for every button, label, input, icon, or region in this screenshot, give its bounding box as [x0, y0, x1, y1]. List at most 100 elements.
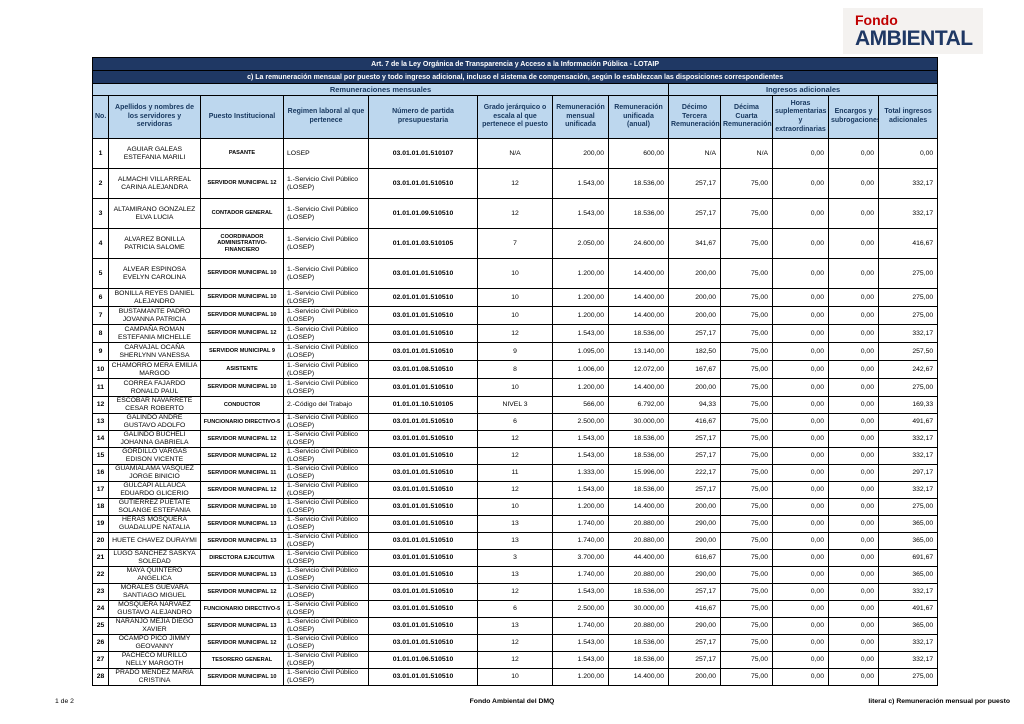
table-cell: 75,00 [720, 288, 773, 307]
table-cell: ALVAREZ BONILLA PATRICIA SALOME [108, 228, 201, 259]
table-cell: 0,00 [772, 447, 829, 465]
column-header-3: Regimen laboral al que pertenece [283, 95, 369, 139]
table-cell: CAMPAÑA ROMAN ESTEFANIA MICHELLE [108, 324, 201, 343]
table-cell: 2.050,00 [552, 228, 609, 259]
table-cell: 365,00 [877, 515, 939, 533]
column-header-2: Puesto Institucional [200, 95, 284, 139]
column-header-8: Décimo Tercera Remuneración [668, 95, 721, 139]
table-cell: 1.-Servicio Civil Público (LOSEP) [283, 306, 369, 325]
table-cell: 332,17 [877, 447, 939, 465]
table-cell: 20 [92, 532, 109, 550]
table-cell: MORALES GUEVARA SANTIAGO MIGUEL [108, 583, 201, 601]
table-cell: 18.536,00 [608, 324, 669, 343]
table-cell: SERVIDOR MUNICIPAL 12 [200, 168, 284, 199]
table-cell: 20.880,00 [608, 566, 669, 584]
table-cell: 18.536,00 [608, 651, 669, 669]
table-cell: 10 [477, 288, 553, 307]
table-cell: 1.-Servicio Civil Público (LOSEP) [283, 168, 369, 199]
table-cell: 6 [92, 288, 109, 307]
table-cell: 14.400,00 [608, 498, 669, 516]
table-cell: 1.740,00 [552, 532, 609, 550]
table-cell: 12 [477, 481, 553, 499]
column-header-5: Grado jerárquico o escala al que pertene… [477, 95, 553, 139]
table-cell: CARVAJAL OCAÑA SHERLYNN VANESSA [108, 342, 201, 361]
table-cell: LUGO SANCHEZ SASKYA SOLEDAD [108, 549, 201, 567]
table-cell: 27 [92, 651, 109, 669]
table-cell: SERVIDOR MUNICIPAL 12 [200, 447, 284, 465]
table-cell: 2.500,00 [552, 413, 609, 431]
title-bar-law: Art. 7 de la Ley Orgánica de Transparenc… [91, 57, 939, 71]
table-cell: 200,00 [552, 138, 609, 169]
table-row: 16 GUAMIALAMA VASQUEZ JORGE BINICIO SERVID… [92, 464, 939, 482]
table-cell: 03.01.01.01.510510 [368, 324, 478, 343]
table-cell: ESCOBAR NAVARRETE CESAR ROBERTO [108, 396, 201, 414]
table-cell: 275,00 [877, 258, 939, 289]
table-cell: COORDINADOR ADMINISTRATIVO-FINANCIERO [200, 228, 284, 259]
table-cell: 13 [477, 515, 553, 533]
table-cell: 18.536,00 [608, 168, 669, 199]
table-cell: 22 [92, 566, 109, 584]
column-header-1: Apellidos y nombres de los servidores y … [108, 95, 201, 139]
table-cell: 0,00 [828, 228, 879, 259]
table-cell: 75,00 [720, 342, 773, 361]
table-row: 15 GORDILLO VARGAS EDISON VICENTE SERVIDOR… [92, 447, 939, 465]
table-cell: 0,00 [772, 600, 829, 618]
table-cell: 0,00 [772, 481, 829, 499]
table-cell: N/A [668, 138, 721, 169]
table-cell: 03.01.01.01.510510 [368, 617, 478, 635]
table-cell: 332,17 [877, 583, 939, 601]
table-cell: 0,00 [828, 481, 879, 499]
table-cell: NIVEL 3 [477, 396, 553, 414]
table-row: 1 AGUIAR GALEAS ESTEFANIA MARILI PASANTE LO… [92, 138, 939, 169]
table-cell: 0,00 [772, 324, 829, 343]
table-cell: 1.543,00 [552, 168, 609, 199]
table-cell: 13 [477, 566, 553, 584]
table-cell: 1.-Servicio Civil Público (LOSEP) [283, 532, 369, 550]
table-cell: 0,00 [772, 288, 829, 307]
title-bar-literal: c) La remuneración mensual por puesto y … [91, 70, 939, 84]
table-cell: 1.543,00 [552, 481, 609, 499]
table-cell: 02.01.01.01.510510 [368, 288, 478, 307]
table-cell: 0,00 [772, 396, 829, 414]
table-cell: 75,00 [720, 447, 773, 465]
table-cell: 2 [92, 168, 109, 199]
table-cell: 1.-Servicio Civil Público (LOSEP) [283, 600, 369, 618]
table-row: 14 GALINDO BUCHELI JOHANNA GABRIELA SERVID… [92, 430, 939, 448]
table-cell: 1.543,00 [552, 651, 609, 669]
table-cell: 1.-Servicio Civil Público (LOSEP) [283, 651, 369, 669]
table-cell: 75,00 [720, 532, 773, 550]
table-row: 10 CHAMORRO MERA EMILIA MARGOD ASISTENTE 1.… [92, 360, 939, 379]
table-cell: SERVIDOR MUNICIPAL 13 [200, 515, 284, 533]
table-cell: 332,17 [877, 481, 939, 499]
table-cell: 6 [477, 413, 553, 431]
table-cell: 1.-Servicio Civil Público (LOSEP) [283, 360, 369, 379]
table-cell: SERVIDOR MUNICIPAL 12 [200, 430, 284, 448]
table-cell: 0,00 [772, 651, 829, 669]
table-cell: ASISTENTE [200, 360, 284, 379]
table-cell: 0,00 [772, 532, 829, 550]
table-cell: 01.01.01.10.510105 [368, 396, 478, 414]
table-cell: 12.072,00 [608, 360, 669, 379]
table-cell: 1.-Servicio Civil Público (LOSEP) [283, 566, 369, 584]
table-cell: BUSTAMANTE PADRO JOVANNA PATRICIA [108, 306, 201, 325]
table-cell: 0,00 [828, 447, 879, 465]
table-cell: GORDILLO VARGAS EDISON VICENTE [108, 447, 201, 465]
table-cell: 200,00 [668, 498, 721, 516]
table-cell: 1.200,00 [552, 288, 609, 307]
table-cell: AGUIAR GALEAS ESTEFANIA MARILI [108, 138, 201, 169]
table-cell: 566,00 [552, 396, 609, 414]
table-cell: 16 [92, 464, 109, 482]
table-row: 20 HUETE CHAVEZ DURAYMI SERVIDOR MUNICIPAL… [92, 532, 939, 550]
table-cell: 11 [92, 378, 109, 397]
table-cell: 03.01.01.01.510510 [368, 464, 478, 482]
table-cell: 0,00 [772, 549, 829, 567]
table-cell: 18.536,00 [608, 634, 669, 652]
table-cell: TESORERO GENERAL [200, 651, 284, 669]
table-cell: 10 [477, 498, 553, 516]
column-header-11: Encargos y subrogaciones [828, 95, 879, 139]
logo-word-ambiental: AMBIENTAL [855, 27, 973, 50]
table-cell: GULCAPI ALLAUCA EDUARDO GLICERIO [108, 481, 201, 499]
table-cell: 0,00 [772, 566, 829, 584]
table-cell: 0,00 [828, 288, 879, 307]
table-cell: 24 [92, 600, 109, 618]
